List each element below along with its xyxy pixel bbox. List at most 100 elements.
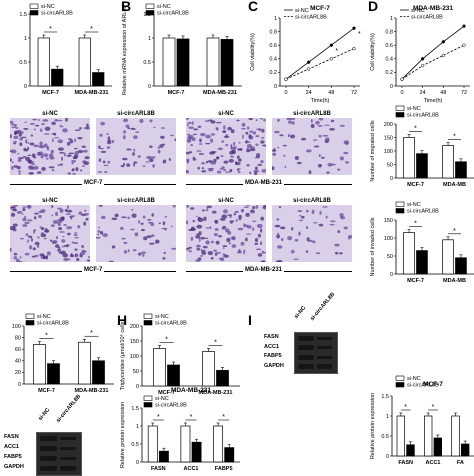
stained-cell <box>222 169 227 171</box>
blot-i-col-2: si-circARL8B <box>309 291 337 322</box>
stained-cell <box>160 135 165 139</box>
stained-cell <box>80 251 86 256</box>
stained-cell <box>217 147 223 151</box>
stained-cell <box>324 124 330 126</box>
stained-cell <box>27 154 32 156</box>
legend-label: si-NC <box>295 8 309 14</box>
stained-cell <box>54 244 60 248</box>
y-tick-label: 100 <box>130 354 139 360</box>
stained-cell <box>200 248 203 251</box>
stained-cell <box>84 156 90 160</box>
stained-cell <box>39 141 43 146</box>
stained-cell <box>255 135 260 137</box>
stained-cell <box>42 119 49 122</box>
stained-cell <box>12 208 18 212</box>
blot-band <box>317 346 332 349</box>
micrograph-background <box>272 205 352 262</box>
stained-cell <box>32 247 36 251</box>
stained-cell <box>147 218 152 221</box>
stained-cell <box>20 136 27 139</box>
stained-cell <box>311 209 315 215</box>
stained-cell <box>201 167 205 170</box>
stained-cell <box>67 205 69 210</box>
stained-cell <box>63 152 66 157</box>
stained-cell <box>215 251 222 254</box>
stained-cell <box>207 251 213 256</box>
legend-swatch <box>395 382 405 388</box>
stained-cell <box>101 215 106 220</box>
legend-swatch <box>25 313 35 319</box>
stained-cell <box>164 215 168 218</box>
x-tick-label: MDA-MB-231 <box>199 390 233 396</box>
stained-cell <box>330 220 336 223</box>
stained-cell <box>105 133 110 135</box>
data-point <box>462 24 466 28</box>
stained-cell <box>277 146 280 149</box>
stained-cell <box>326 171 330 174</box>
stained-cell <box>132 249 137 252</box>
blot-g-row-2: ACC1 <box>4 444 19 450</box>
stained-cell <box>248 118 254 121</box>
stained-cell <box>290 249 295 254</box>
stained-cell <box>343 226 348 230</box>
stained-cell <box>157 146 160 149</box>
stained-cell <box>280 238 284 241</box>
stained-cell <box>85 217 89 221</box>
stained-cell <box>97 230 101 233</box>
stained-cell <box>33 119 36 121</box>
y-tick-label: 200 <box>384 122 393 128</box>
stained-cell <box>37 236 40 239</box>
stained-cell <box>123 242 128 244</box>
stained-cell <box>39 226 42 229</box>
bar <box>153 348 166 387</box>
stained-cell <box>246 147 250 153</box>
stained-cell <box>319 210 322 215</box>
series-line <box>285 48 355 80</box>
stained-cell <box>62 235 65 238</box>
stained-cell <box>73 154 79 159</box>
y-axis-label: Relative mRNA expression of ARL8B <box>122 5 128 96</box>
stained-cell <box>12 223 18 227</box>
stained-cell <box>102 160 106 164</box>
stained-cell <box>216 170 222 174</box>
y-tick-label: 1 <box>274 16 277 22</box>
stained-cell <box>186 247 190 250</box>
migration-label-3: si-NC <box>218 111 234 117</box>
stained-cell <box>10 247 12 252</box>
blot-i-row-2: ACC1 <box>264 344 279 350</box>
stained-cell <box>315 120 320 125</box>
stained-cell <box>195 215 198 218</box>
stained-cell <box>261 250 264 253</box>
bar <box>158 450 169 463</box>
stained-cell <box>68 152 71 157</box>
stained-cell <box>230 129 235 134</box>
invasion-micrograph <box>186 205 266 262</box>
stained-cell <box>301 137 307 141</box>
stained-cell <box>43 133 50 135</box>
stained-cell <box>301 215 305 219</box>
stained-cell <box>50 224 55 227</box>
stained-cell <box>197 216 201 220</box>
stained-cell <box>245 140 248 144</box>
stained-cell <box>139 118 144 124</box>
stained-cell <box>191 121 194 126</box>
stained-cell <box>50 205 54 208</box>
legend-swatch <box>25 320 35 326</box>
stained-cell <box>23 127 29 130</box>
x-tick-label: MCF-7 <box>407 278 424 284</box>
legend-label: si-circARL8B <box>37 321 69 327</box>
significance-star: * <box>157 414 160 421</box>
stained-cell <box>157 149 161 154</box>
stained-cell <box>34 254 39 257</box>
legend-swatch <box>29 3 39 9</box>
blot-i-row-3: FABP5 <box>264 353 282 359</box>
stained-cell <box>229 220 235 223</box>
stained-cell <box>260 216 264 221</box>
stained-cell <box>312 240 316 244</box>
stained-cell <box>222 247 225 249</box>
chart-protein-mcf7: 0 0.5 1 1.5 Relative protein expression MCF-7… <box>370 375 474 466</box>
stained-cell <box>38 144 45 149</box>
stained-cell <box>224 228 230 233</box>
legend-label: si-circARL8B <box>407 383 439 389</box>
stained-cell <box>198 237 201 243</box>
